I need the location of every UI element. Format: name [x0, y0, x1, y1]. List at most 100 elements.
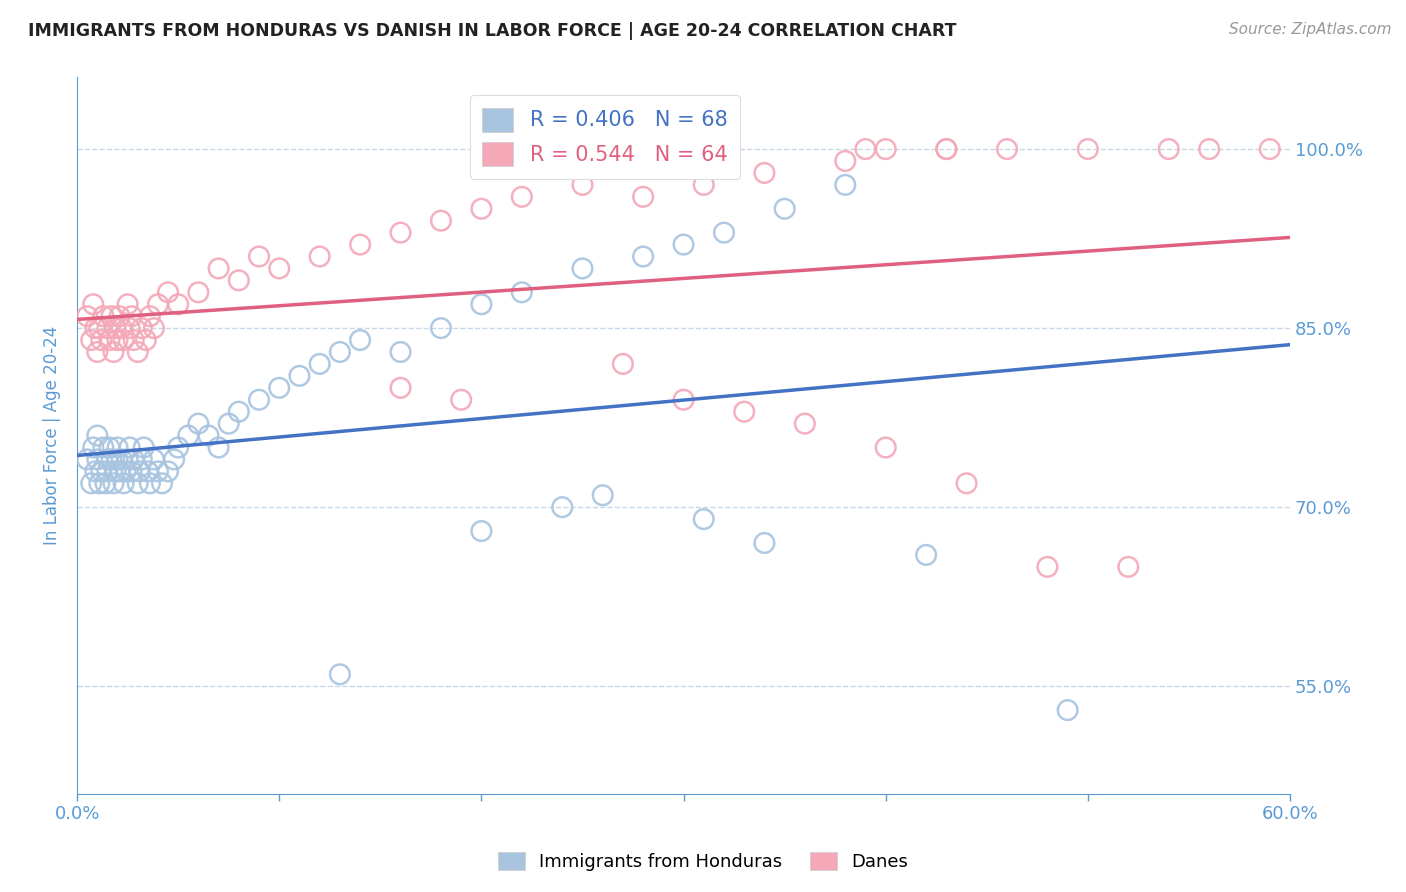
Point [773, 202, 796, 216]
Point [995, 142, 1018, 156]
Point [187, 285, 209, 300]
Point [110, 321, 132, 335]
Point [875, 441, 897, 455]
Point [142, 452, 165, 467]
Point [329, 345, 352, 359]
Point [142, 321, 165, 335]
Point [935, 142, 957, 156]
Point [693, 512, 716, 526]
Point [107, 333, 129, 347]
Point [935, 142, 957, 156]
Point [96, 452, 118, 467]
Point [107, 441, 129, 455]
Point [112, 476, 135, 491]
Point [117, 297, 139, 311]
Point [470, 297, 492, 311]
Point [349, 333, 371, 347]
Point [470, 202, 492, 216]
Point [163, 452, 186, 467]
Point [90, 333, 112, 347]
Point [96, 321, 118, 335]
Point [228, 405, 250, 419]
Point [754, 536, 776, 550]
Point [139, 309, 162, 323]
Point [82, 441, 104, 455]
Legend: Immigrants from Honduras, Danes: Immigrants from Honduras, Danes [491, 845, 915, 879]
Point [197, 428, 219, 442]
Point [98, 441, 121, 455]
Point [110, 452, 132, 467]
Point [122, 452, 145, 467]
Point [167, 297, 190, 311]
Point [269, 381, 291, 395]
Point [131, 452, 153, 467]
Point [104, 321, 127, 335]
Point [121, 464, 143, 478]
Point [571, 261, 593, 276]
Point [177, 428, 200, 442]
Point [86, 452, 108, 467]
Point [571, 178, 593, 192]
Point [100, 309, 122, 323]
Point [592, 488, 614, 502]
Point [89, 476, 111, 491]
Point [218, 417, 240, 431]
Point [733, 405, 755, 419]
Point [228, 273, 250, 287]
Point [89, 321, 111, 335]
Point [80, 476, 103, 491]
Point [136, 464, 159, 478]
Point [631, 190, 654, 204]
Point [875, 142, 897, 156]
Point [470, 524, 492, 538]
Point [430, 321, 453, 335]
Point [1157, 142, 1180, 156]
Point [389, 226, 412, 240]
Point [146, 297, 169, 311]
Point [793, 417, 815, 431]
Point [672, 237, 695, 252]
Point [103, 476, 125, 491]
Point [247, 392, 270, 407]
Point [108, 464, 131, 478]
Point [612, 357, 634, 371]
Point [98, 333, 121, 347]
Text: Source: ZipAtlas.com: Source: ZipAtlas.com [1229, 22, 1392, 37]
Point [93, 441, 115, 455]
Point [450, 392, 472, 407]
Point [122, 333, 145, 347]
Point [389, 381, 412, 395]
Point [329, 667, 352, 681]
Point [84, 321, 107, 335]
Point [269, 261, 291, 276]
Y-axis label: In Labor Force | Age 20-24: In Labor Force | Age 20-24 [44, 326, 60, 545]
Point [631, 250, 654, 264]
Point [1258, 142, 1281, 156]
Point [118, 441, 141, 455]
Point [389, 345, 412, 359]
Point [82, 297, 104, 311]
Point [1116, 560, 1139, 574]
Point [713, 226, 735, 240]
Point [96, 464, 118, 478]
Point [157, 464, 180, 478]
Point [112, 333, 135, 347]
Point [430, 213, 453, 227]
Point [754, 166, 776, 180]
Point [308, 250, 330, 264]
Point [80, 333, 103, 347]
Point [955, 476, 977, 491]
Point [100, 452, 122, 467]
Point [108, 309, 131, 323]
Point [915, 548, 938, 562]
Point [187, 417, 209, 431]
Point [135, 333, 157, 347]
Point [510, 190, 533, 204]
Point [103, 345, 125, 359]
Point [127, 476, 149, 491]
Point [1056, 703, 1078, 717]
Point [127, 345, 149, 359]
Point [167, 441, 190, 455]
Point [117, 452, 139, 467]
Point [672, 392, 695, 407]
